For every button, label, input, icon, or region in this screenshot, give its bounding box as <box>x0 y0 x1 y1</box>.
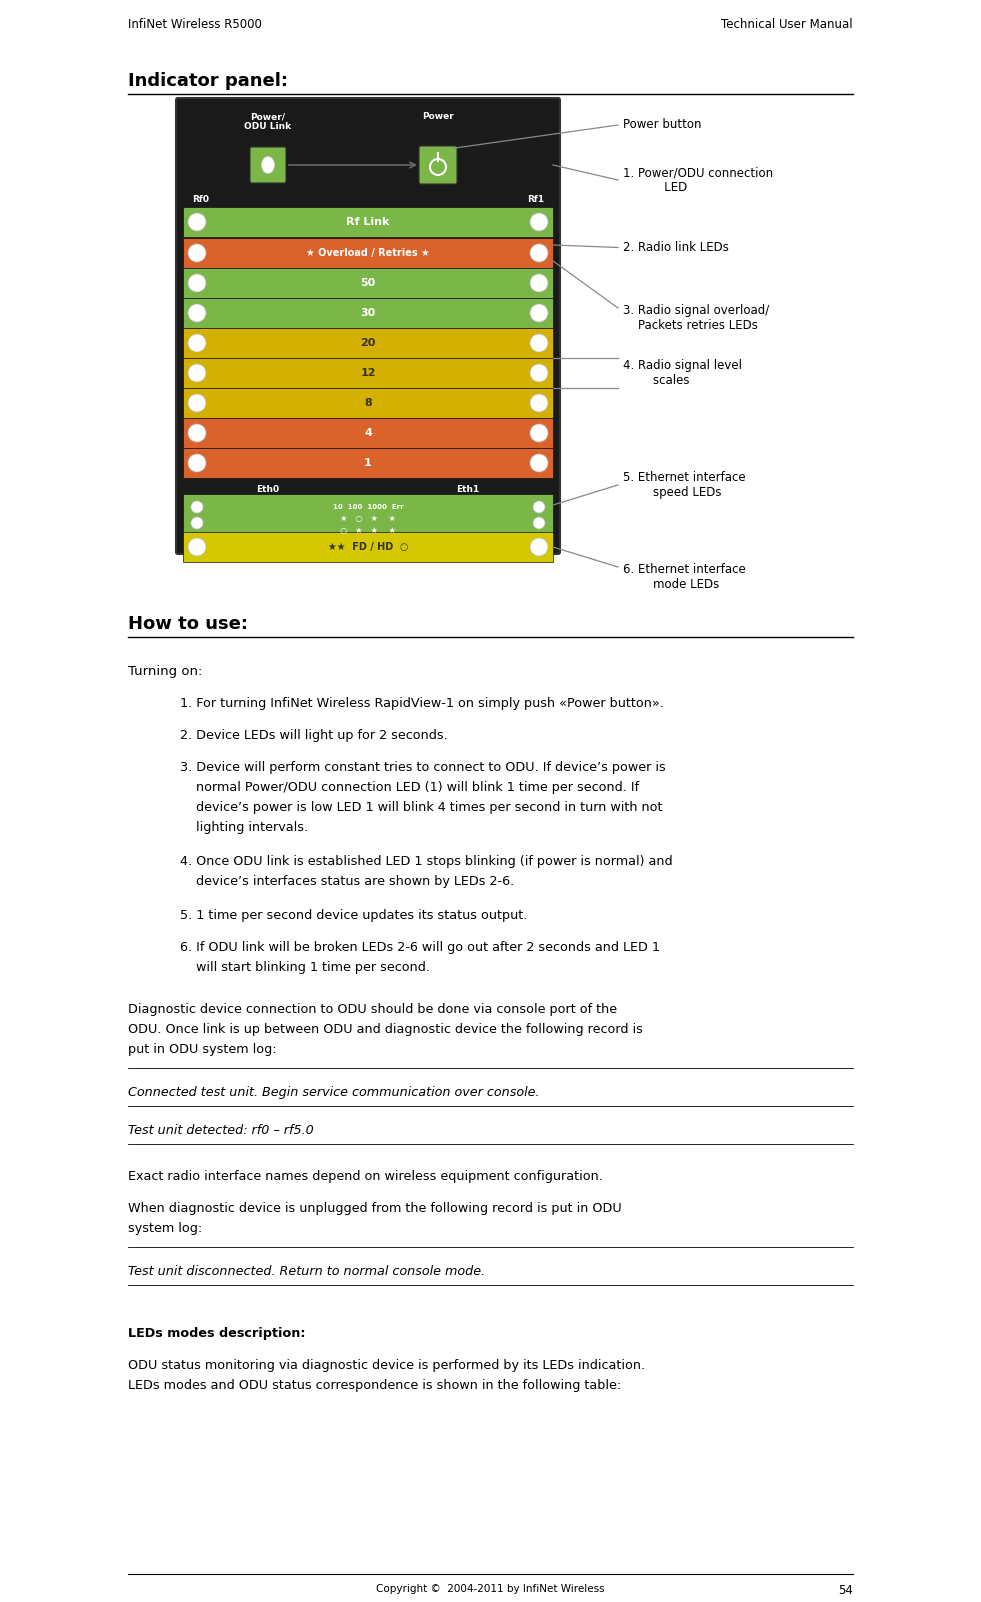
Text: 3. Device will perform constant tries to connect to ODU. If device’s power is: 3. Device will perform constant tries to… <box>180 761 666 774</box>
Text: ★ Overload / Retries ★: ★ Overload / Retries ★ <box>306 248 430 258</box>
Text: Indicator panel:: Indicator panel: <box>128 72 288 90</box>
Bar <box>183 388 553 418</box>
Text: Copyright ©  2004-2011 by InfiNet Wireless: Copyright © 2004-2011 by InfiNet Wireles… <box>376 1584 605 1594</box>
Text: 30: 30 <box>360 308 376 319</box>
Text: Exact radio interface names depend on wireless equipment configuration.: Exact radio interface names depend on wi… <box>128 1169 603 1182</box>
Text: Rf0: Rf0 <box>192 195 209 205</box>
Circle shape <box>533 517 545 529</box>
Text: normal Power/ODU connection LED (1) will blink 1 time per second. If: normal Power/ODU connection LED (1) will… <box>180 782 640 795</box>
Circle shape <box>191 517 203 529</box>
Circle shape <box>188 364 206 381</box>
Text: Power button: Power button <box>623 119 701 131</box>
Text: device’s power is low LED 1 will blink 4 times per second in turn with not: device’s power is low LED 1 will blink 4… <box>180 801 662 814</box>
Text: Power: Power <box>422 112 454 122</box>
Bar <box>183 328 553 357</box>
Text: 3. Radio signal overload/
    Packets retries LEDs: 3. Radio signal overload/ Packets retrie… <box>623 304 769 332</box>
Text: Power/: Power/ <box>250 112 285 122</box>
Text: 4. Once ODU link is established LED 1 stops blinking (if power is normal) and: 4. Once ODU link is established LED 1 st… <box>180 855 673 868</box>
Circle shape <box>530 538 548 556</box>
Text: 8: 8 <box>364 397 372 409</box>
Bar <box>183 357 553 388</box>
Text: Technical User Manual: Technical User Manual <box>721 18 853 30</box>
Circle shape <box>530 453 548 473</box>
Text: 12: 12 <box>360 368 376 378</box>
Bar <box>183 532 553 562</box>
Text: When diagnostic device is unplugged from the following record is put in ODU: When diagnostic device is unplugged from… <box>128 1202 622 1214</box>
Text: ODU. Once link is up between ODU and diagnostic device the following record is: ODU. Once link is up between ODU and dia… <box>128 1024 643 1036</box>
Text: 1. Power/ODU connection
           LED: 1. Power/ODU connection LED <box>623 167 773 194</box>
Text: InfiNet Wireless R5000: InfiNet Wireless R5000 <box>128 18 262 30</box>
Circle shape <box>191 517 203 529</box>
Text: Eth1: Eth1 <box>456 485 480 495</box>
Bar <box>183 298 553 328</box>
Text: 4: 4 <box>364 428 372 437</box>
Text: ODU Link: ODU Link <box>244 122 291 131</box>
Circle shape <box>188 304 206 322</box>
Text: Turning on:: Turning on: <box>128 665 202 678</box>
Text: lighting intervals.: lighting intervals. <box>180 820 308 835</box>
Bar <box>183 493 553 537</box>
Text: Rf Link: Rf Link <box>346 216 389 227</box>
Text: 10  100  1000  Err: 10 100 1000 Err <box>333 505 403 509</box>
Circle shape <box>530 364 548 381</box>
Text: 20: 20 <box>360 338 376 348</box>
Text: ○   ★   ★    ★: ○ ★ ★ ★ <box>340 527 396 535</box>
Text: 5. Ethernet interface
        speed LEDs: 5. Ethernet interface speed LEDs <box>623 471 746 498</box>
Circle shape <box>188 333 206 352</box>
Text: Test unit disconnected. Return to normal console mode.: Test unit disconnected. Return to normal… <box>128 1266 486 1278</box>
Text: LEDs modes description:: LEDs modes description: <box>128 1326 305 1339</box>
Circle shape <box>188 213 206 231</box>
Text: device’s interfaces status are shown by LEDs 2-6.: device’s interfaces status are shown by … <box>180 875 514 888</box>
Text: 1. For turning InfiNet Wireless RapidView-1 on simply push «Power button».: 1. For turning InfiNet Wireless RapidVie… <box>180 697 664 710</box>
Circle shape <box>530 213 548 231</box>
Circle shape <box>191 501 203 513</box>
Text: 2. Radio link LEDs: 2. Radio link LEDs <box>623 240 729 255</box>
Text: Diagnostic device connection to ODU should be done via console port of the: Diagnostic device connection to ODU shou… <box>128 1003 617 1016</box>
Bar <box>183 449 553 477</box>
Bar <box>183 268 553 298</box>
Circle shape <box>188 394 206 412</box>
Text: ★   ○   ★    ★: ★ ○ ★ ★ <box>340 514 396 524</box>
Text: Eth0: Eth0 <box>256 485 280 495</box>
Circle shape <box>530 304 548 322</box>
Text: 54: 54 <box>838 1584 853 1597</box>
Circle shape <box>191 501 203 513</box>
Circle shape <box>188 244 206 263</box>
Text: system log:: system log: <box>128 1222 202 1235</box>
Text: 2. Device LEDs will light up for 2 seconds.: 2. Device LEDs will light up for 2 secon… <box>180 729 447 742</box>
Circle shape <box>188 453 206 473</box>
Circle shape <box>188 425 206 442</box>
Bar <box>183 418 553 449</box>
FancyBboxPatch shape <box>250 147 286 183</box>
Circle shape <box>533 501 545 513</box>
Text: 6. If ODU link will be broken LEDs 2-6 will go out after 2 seconds and LED 1: 6. If ODU link will be broken LEDs 2-6 w… <box>180 940 660 955</box>
Text: Rf1: Rf1 <box>527 195 544 205</box>
Circle shape <box>530 274 548 292</box>
Text: LEDs modes and ODU status correspondence is shown in the following table:: LEDs modes and ODU status correspondence… <box>128 1379 621 1392</box>
Circle shape <box>530 244 548 263</box>
Text: 5. 1 time per second device updates its status output.: 5. 1 time per second device updates its … <box>180 908 528 923</box>
Text: will start blinking 1 time per second.: will start blinking 1 time per second. <box>180 961 430 974</box>
Text: ODU status monitoring via diagnostic device is performed by its LEDs indication.: ODU status monitoring via diagnostic dev… <box>128 1358 645 1371</box>
FancyBboxPatch shape <box>419 146 457 184</box>
Text: 50: 50 <box>360 279 376 288</box>
Ellipse shape <box>262 157 275 173</box>
Text: 4. Radio signal level
        scales: 4. Radio signal level scales <box>623 359 742 388</box>
Circle shape <box>530 394 548 412</box>
Circle shape <box>530 333 548 352</box>
Text: 6. Ethernet interface
        mode LEDs: 6. Ethernet interface mode LEDs <box>623 562 746 591</box>
Text: Connected test unit. Begin service communication over console.: Connected test unit. Begin service commu… <box>128 1086 540 1099</box>
Circle shape <box>188 538 206 556</box>
Text: 1: 1 <box>364 458 372 468</box>
Text: How to use:: How to use: <box>128 615 248 633</box>
Bar <box>183 207 553 237</box>
Circle shape <box>188 274 206 292</box>
Text: put in ODU system log:: put in ODU system log: <box>128 1043 277 1056</box>
Text: ★★  FD / HD  ○: ★★ FD / HD ○ <box>328 541 408 553</box>
Bar <box>183 239 553 268</box>
Circle shape <box>530 425 548 442</box>
Text: Test unit detected: rf0 – rf5.0: Test unit detected: rf0 – rf5.0 <box>128 1125 314 1137</box>
FancyBboxPatch shape <box>176 98 560 554</box>
